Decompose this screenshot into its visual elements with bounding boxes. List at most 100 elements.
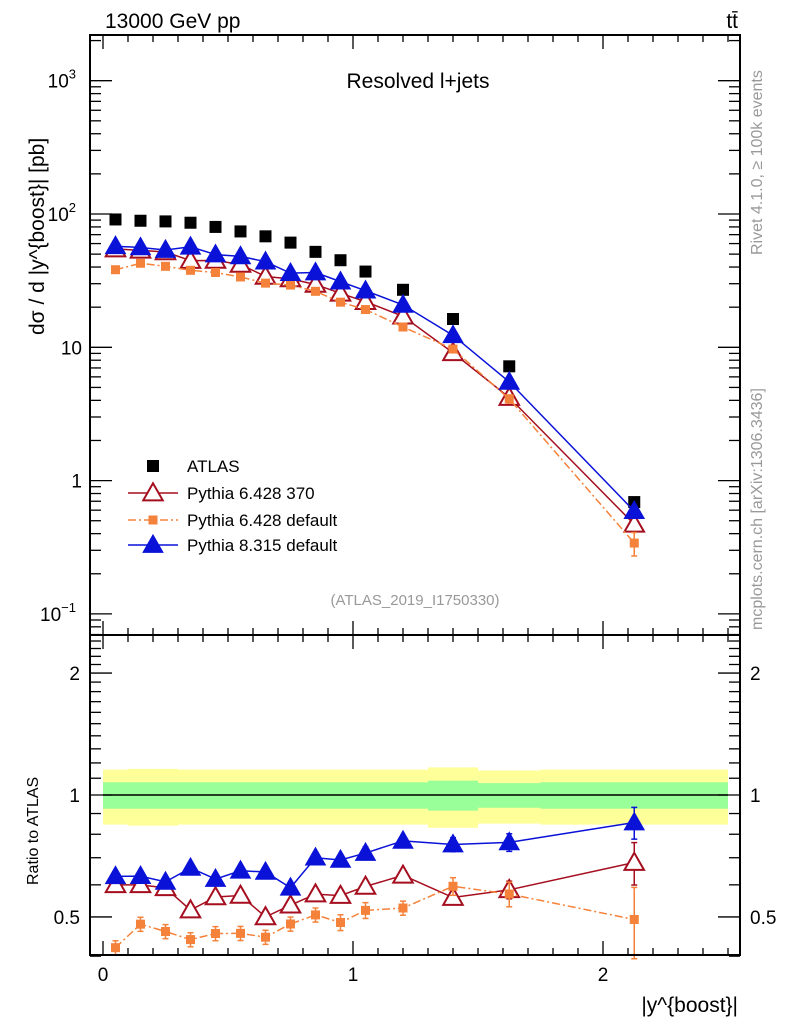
data-point — [204, 243, 227, 263]
data-point — [622, 512, 646, 533]
ratio-point — [279, 876, 302, 896]
ratio-point — [254, 860, 277, 880]
ratio-point — [204, 885, 227, 906]
ratio-point — [204, 867, 227, 887]
atlas-data-point — [209, 220, 222, 233]
ratio-point — [629, 914, 639, 924]
ratio-tick-label-left: 2 — [69, 664, 80, 685]
ratio-point — [441, 885, 465, 906]
ratio-point — [161, 926, 170, 936]
side-note-bottom: mcplots.cern.ch [arXiv:1306.3436] — [749, 388, 766, 630]
data-point — [442, 324, 464, 344]
atlas-data-point — [334, 254, 347, 267]
y-tick-base: 10 — [48, 72, 69, 93]
data-point — [136, 258, 145, 268]
ratio-point — [129, 865, 152, 884]
data-point — [311, 286, 320, 296]
ratio-series-line — [114, 885, 635, 949]
atlas-data-point — [159, 215, 172, 228]
y-tick-base: 10 — [61, 338, 82, 359]
ratio-point — [136, 919, 145, 929]
ratio-point — [229, 883, 252, 904]
series-1 — [111, 258, 639, 960]
ratio-point — [622, 850, 646, 871]
ratio-point — [154, 870, 177, 890]
y-tick-label: 102 — [48, 200, 76, 226]
ratio-point — [111, 943, 120, 953]
ratio-point — [361, 905, 370, 915]
data-point — [304, 261, 327, 281]
data-point — [111, 265, 120, 275]
data-point — [129, 236, 152, 256]
data-point — [286, 280, 295, 290]
data-point — [504, 394, 514, 404]
ratio-point — [311, 910, 320, 920]
data-point — [179, 235, 202, 255]
legend-label-atlas: ATLAS — [187, 457, 240, 476]
data-point — [261, 278, 270, 288]
ratio-point — [304, 882, 327, 903]
atlas-data-point — [309, 245, 322, 258]
x-axis-label: |y^{boost}| — [641, 994, 738, 1017]
ratio-point — [392, 829, 414, 849]
ratio-point — [336, 917, 345, 927]
ratio-point — [354, 841, 377, 861]
legend: ATLAS Pythia 6.428 370 Pythia 6.428 defaul… — [128, 457, 338, 555]
atlas-data-point — [134, 214, 147, 227]
ratio-plot-frame — [89, 634, 741, 956]
ratio-tick-label-right: 0.5 — [750, 908, 776, 929]
data-point — [154, 238, 177, 258]
y-tick-exponent: 3 — [69, 67, 76, 82]
side-note-top: Rivet 4.1.0, ≥ 100k events — [749, 70, 766, 255]
ratio-point — [391, 863, 415, 884]
atlas-data-point — [397, 283, 409, 296]
ratio-point — [623, 811, 646, 831]
ratio-point — [104, 865, 127, 885]
ratio-point — [229, 859, 252, 879]
y-tick-base: 10 — [40, 605, 61, 626]
ratio-y-axis-label: Ratio to ATLAS — [25, 777, 42, 885]
ratio-point — [448, 881, 458, 891]
legend-label: Pythia 6.428 default — [187, 511, 338, 530]
ratio-point — [186, 935, 195, 945]
ratio-point — [329, 883, 352, 904]
plot-title: Resolved l+jets — [347, 70, 490, 93]
data-point — [398, 322, 408, 332]
data-point — [354, 279, 377, 299]
data-point — [279, 262, 302, 281]
ratio-point — [261, 932, 270, 942]
series-2 — [104, 235, 646, 896]
atlas-data-point — [234, 225, 247, 238]
ratio-point — [354, 874, 377, 895]
atlas-data-point — [503, 360, 516, 373]
ratio-point — [442, 833, 464, 853]
data-point — [236, 272, 245, 282]
data-point — [161, 261, 170, 271]
analysis-id: (ATLAS_2019_I1750330) — [330, 592, 499, 609]
ratio-point — [211, 929, 220, 939]
ratio-point — [279, 893, 302, 914]
y-tick-label: 1 — [71, 472, 82, 493]
data-point — [623, 500, 646, 519]
x-tick-label: 0 — [98, 965, 109, 986]
y-tick-exponent: −1 — [61, 600, 76, 615]
legend-marker — [142, 533, 164, 553]
y-tick-base: 10 — [48, 205, 69, 226]
ratio-tick-label-right: 1 — [750, 786, 761, 807]
data-point — [629, 538, 639, 548]
atlas-data-point — [259, 230, 272, 243]
legend-label: Pythia 6.428 370 — [187, 484, 315, 503]
y-tick-base: 1 — [71, 472, 82, 493]
data-point — [104, 235, 127, 255]
ratio-point — [504, 889, 514, 899]
ratio-point — [498, 831, 521, 851]
atlas-data-point — [184, 216, 197, 229]
y-axis-label: dσ / d |y^{boost}| [pb] — [26, 138, 49, 335]
atlas-data-point — [447, 313, 459, 326]
ratio-point — [304, 846, 327, 866]
ratio-point — [179, 856, 202, 876]
atlas-data-point — [109, 213, 122, 226]
ratio-tick-label-left: 1 — [69, 786, 80, 807]
x-tick-label: 2 — [598, 965, 609, 986]
